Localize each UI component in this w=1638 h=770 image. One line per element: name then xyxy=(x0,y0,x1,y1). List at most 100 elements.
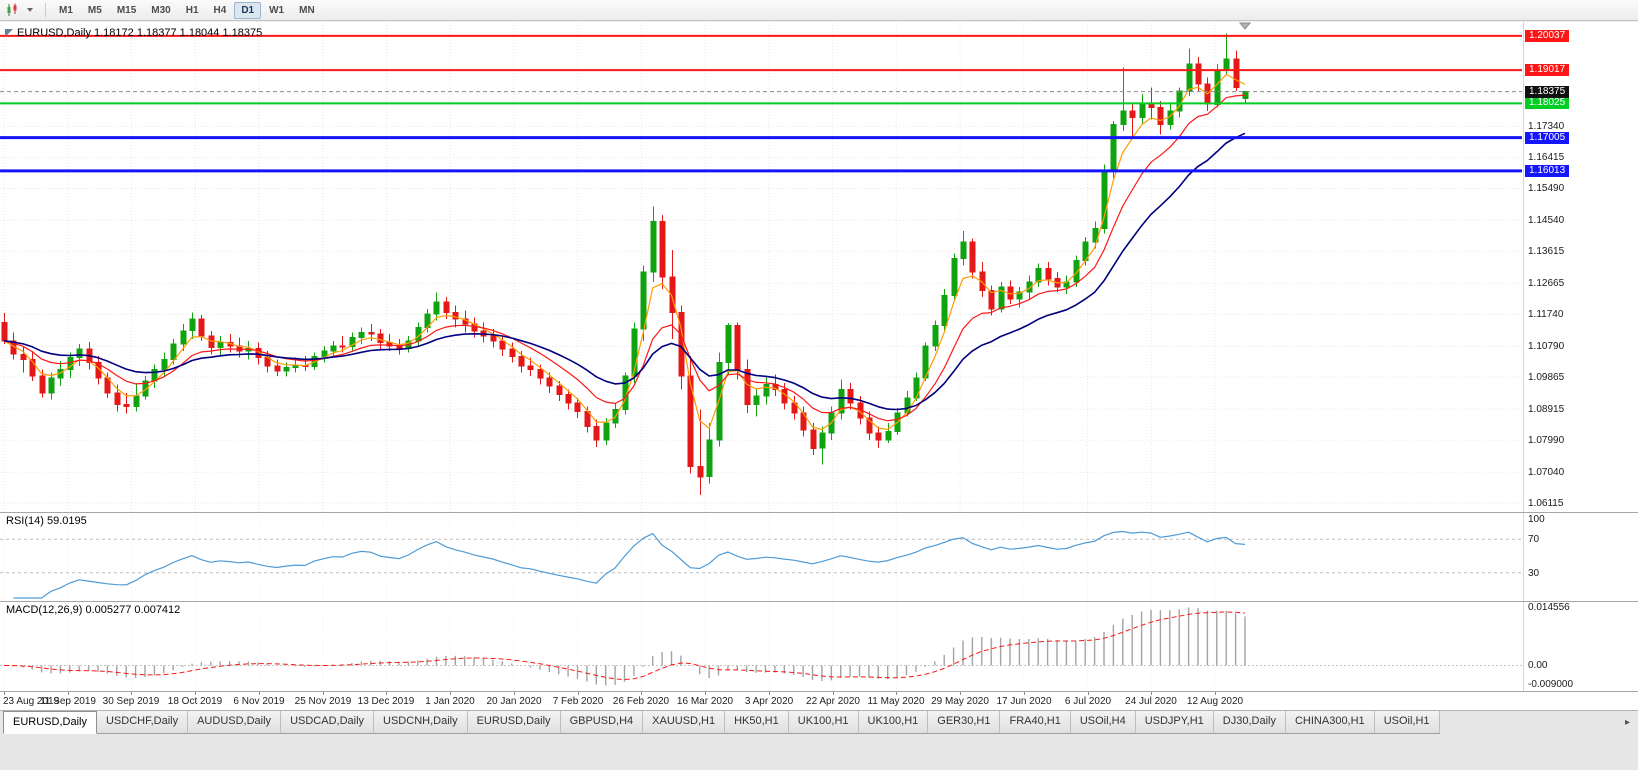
time-axis-label: 11 May 2020 xyxy=(867,696,925,707)
time-axis[interactable]: 23 Aug 2019 11 Sep 2019 30 Sep 2019 18 Oct … xyxy=(0,691,1638,710)
price-axis-label: 1.16415 xyxy=(1528,152,1565,163)
chart-tabs: EURUSD,Daily USDCHF,Daily AUDUSD,Daily USDC… xyxy=(0,711,1638,734)
ma-slow xyxy=(3,132,1246,411)
time-axis-tick xyxy=(195,692,196,695)
price-axis-label: 1.12665 xyxy=(1528,278,1565,289)
price-axis-label: 1.15490 xyxy=(1528,183,1565,194)
price-axis[interactable]: 1.183151.173401.164151.154901.145401.136… xyxy=(1523,22,1638,691)
rsi-indicator-label: RSI(14) 59.0195 xyxy=(6,515,87,527)
candlestick-style-icon[interactable] xyxy=(4,3,20,17)
tab-usdcnh-daily[interactable]: USDCNH,Daily xyxy=(374,711,468,734)
time-axis-tick xyxy=(705,692,706,695)
timeframe-button-m1[interactable]: M1 xyxy=(59,4,73,16)
time-axis-label: 11 Sep 2019 xyxy=(40,696,96,707)
timeframe-button-m15[interactable]: M15 xyxy=(116,4,137,16)
tab-scroll-right-icon[interactable]: ▸ xyxy=(1624,717,1630,728)
price-level-badge: 1.16013 xyxy=(1525,165,1570,177)
time-axis-label: 12 Aug 2020 xyxy=(1186,696,1244,707)
rsi-axis-label: 100 xyxy=(1528,514,1545,525)
time-axis-label: 13 Dec 2019 xyxy=(357,696,415,707)
chart-shift-marker-icon[interactable] xyxy=(1238,22,1252,30)
timeframe-button-m5[interactable]: M5 xyxy=(87,4,102,16)
time-axis-tick xyxy=(1215,692,1216,695)
toolbar-separator xyxy=(45,3,46,17)
macd-axis-label: 0.014556 xyxy=(1528,602,1570,613)
time-axis-tick xyxy=(4,692,5,695)
price-axis-label: 1.11740 xyxy=(1528,309,1564,320)
price-axis-label: 1.07040 xyxy=(1528,467,1565,478)
main-chart-canvas[interactable] xyxy=(0,22,1522,512)
tab-china300-h1[interactable]: CHINA300,H1 xyxy=(1285,711,1375,734)
timeframe-button-m30[interactable]: M30 xyxy=(151,4,171,16)
macd-axis-label: -0.009000 xyxy=(1528,679,1574,690)
tab-eurusd-daily[interactable]: EURUSD,Daily xyxy=(467,711,561,734)
timeframe-button-h4[interactable]: H4 xyxy=(213,4,227,16)
tab-dj30-daily[interactable]: DJ30,Daily xyxy=(1213,711,1286,734)
time-axis-tick xyxy=(1151,692,1152,695)
current-price-badge: 1.18375 xyxy=(1525,86,1570,98)
timeframe-button-d1[interactable]: D1 xyxy=(234,1,262,19)
time-axis-label: 30 Sep 2019 xyxy=(102,696,160,707)
price-axis-label: 1.08915 xyxy=(1528,404,1565,415)
price-axis-label: 1.06115 xyxy=(1528,498,1564,509)
chart-corner-icon xyxy=(5,29,13,37)
tab-eurusd-daily[interactable]: EURUSD,Daily xyxy=(3,711,97,734)
macd-indicator-label: MACD(12,26,9) 0.005277 0.007412 xyxy=(6,604,181,616)
tab-uk100-h1[interactable]: UK100,H1 xyxy=(858,711,929,734)
tab-xauusd-h1[interactable]: XAUUSD,H1 xyxy=(643,711,726,734)
time-axis-label: 6 Nov 2019 xyxy=(233,696,285,707)
rsi-canvas[interactable] xyxy=(0,512,1522,601)
macd-canvas[interactable] xyxy=(0,601,1522,691)
price-level-badge: 1.20037 xyxy=(1525,30,1570,42)
ma-fast xyxy=(3,73,1246,431)
timeframe-button-group: M1 M5 M15 M30 H1 H4 D1 W1 MN xyxy=(52,1,322,19)
time-axis-tick xyxy=(1088,692,1089,695)
time-axis-tick xyxy=(1024,692,1025,695)
top-toolbar: M1 M5 M15 M30 H1 H4 D1 W1 MN xyxy=(0,0,1638,21)
tab-uk100-h1[interactable]: UK100,H1 xyxy=(788,711,859,734)
tab-usdcad-daily[interactable]: USDCAD,Daily xyxy=(281,711,375,734)
time-axis-tick xyxy=(259,692,260,695)
ma-medium xyxy=(3,94,1246,422)
price-axis-label: 1.17340 xyxy=(1528,121,1565,132)
time-axis-label: 24 Jul 2020 xyxy=(1125,696,1177,707)
timeframe-button-h1[interactable]: H1 xyxy=(185,4,199,16)
chart-menu-caret-icon[interactable] xyxy=(22,3,38,17)
macd-axis-label: 0.00 xyxy=(1528,660,1548,671)
time-axis-tick xyxy=(131,692,132,695)
time-axis-tick xyxy=(833,692,834,695)
rsi-axis-label: 30 xyxy=(1528,568,1540,579)
timeframe-button-mn[interactable]: MN xyxy=(299,4,315,16)
time-axis-label: 1 Jan 2020 xyxy=(425,696,475,707)
time-axis-tick xyxy=(960,692,961,695)
tab-usoil-h1[interactable]: USOil,H1 xyxy=(1374,711,1440,734)
price-axis-label: 1.10790 xyxy=(1528,341,1565,352)
timeframe-button-w1[interactable]: W1 xyxy=(269,4,285,16)
tab-usdjpy-h1[interactable]: USDJPY,H1 xyxy=(1135,711,1214,734)
candlestick-style-glyph xyxy=(7,3,17,16)
tab-fra40-h1[interactable]: FRA40,H1 xyxy=(1000,711,1071,734)
time-axis-tick xyxy=(641,692,642,695)
time-axis-label: 22 Apr 2020 xyxy=(806,696,860,707)
tab-usoil-h4[interactable]: USOil,H4 xyxy=(1070,711,1136,734)
price-axis-label: 1.13615 xyxy=(1528,246,1565,257)
tab-usdchf-daily[interactable]: USDCHF,Daily xyxy=(96,711,189,734)
time-axis-label: 29 May 2020 xyxy=(931,696,989,707)
time-axis-tick xyxy=(323,692,324,695)
time-axis-tick xyxy=(578,692,579,695)
chart-info-line: EURUSD,Daily 1.18172 1.18377 1.18044 1.1… xyxy=(17,27,263,39)
price-level-badge: 1.19017 xyxy=(1525,64,1570,76)
chart-tab-bar: EURUSD,Daily USDCHF,Daily AUDUSD,Daily USDC… xyxy=(0,710,1638,770)
time-axis-label: 18 Oct 2019 xyxy=(167,696,223,707)
time-axis-tick xyxy=(450,692,451,695)
tab-gbpusd-h4[interactable]: GBPUSD,H4 xyxy=(560,711,644,734)
tab-hk50-h1[interactable]: HK50,H1 xyxy=(725,711,789,734)
tab-audusd-daily[interactable]: AUDUSD,Daily xyxy=(188,711,282,734)
panel-splitter-macd[interactable] xyxy=(0,601,1638,602)
time-axis-tick xyxy=(68,692,69,695)
time-axis-tick xyxy=(386,692,387,695)
tab-ger30-h1[interactable]: GER30,H1 xyxy=(928,711,1001,734)
price-level-badge: 1.18025 xyxy=(1525,97,1570,109)
panel-splitter-rsi[interactable] xyxy=(0,512,1638,513)
